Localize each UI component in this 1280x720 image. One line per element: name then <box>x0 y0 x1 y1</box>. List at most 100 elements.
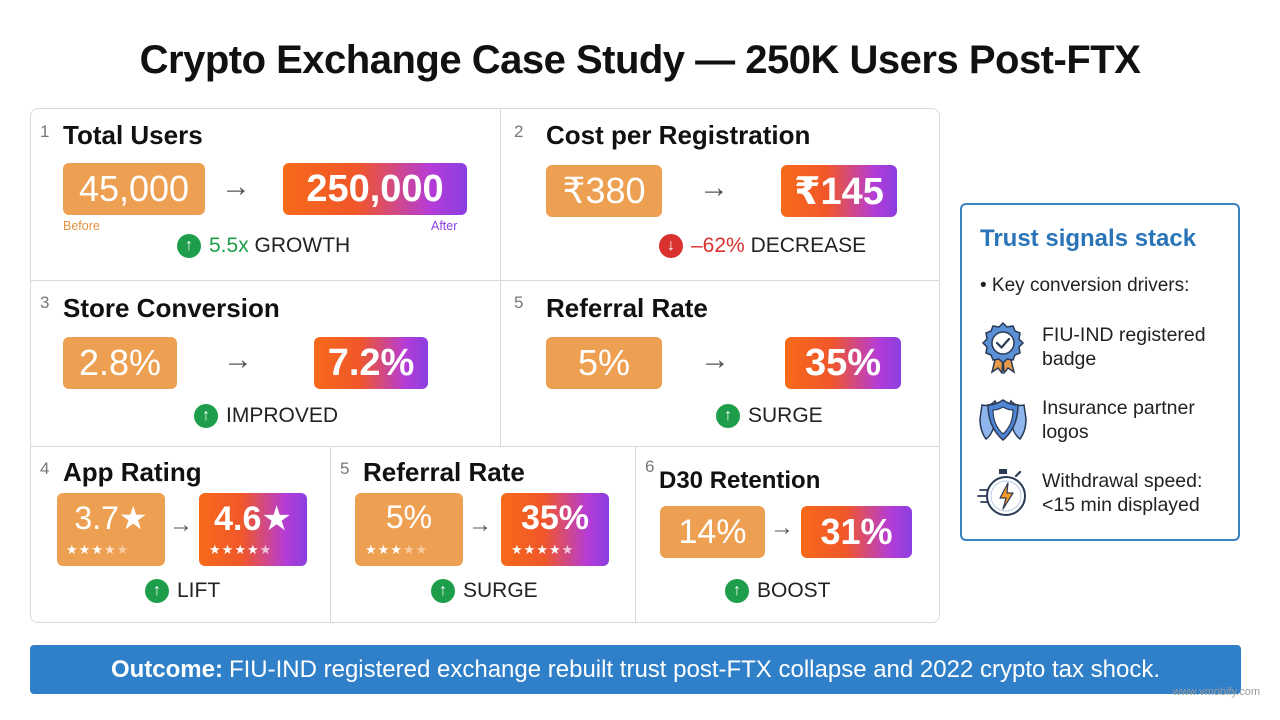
star: ★ <box>259 542 273 557</box>
before-value: 5% <box>355 493 463 566</box>
star-rating-icon: ★★★★★ <box>209 542 272 558</box>
arrow-right-icon: → <box>468 511 492 538</box>
panel-title: Trust signals stack <box>980 225 1197 252</box>
card-title: Cost per Registration <box>546 120 811 150</box>
status-badge: ↑ BOOST <box>725 579 831 603</box>
status-badge: ↑ LIFT <box>145 579 220 603</box>
card-title: D30 Retention <box>659 467 821 494</box>
status-value: 5.5x <box>209 234 249 257</box>
trust-item: Insurance partner logos <box>976 393 1236 447</box>
card-number: 6 <box>645 457 655 476</box>
metric-card-cost-per-registration: 2 Cost per Registration ₹380 → ₹145 ↓ –6… <box>501 109 939 280</box>
star-rating-icon: ★★★★★ <box>511 542 574 558</box>
status-text: GROWTH <box>254 234 351 257</box>
card-number: 5 <box>514 293 524 312</box>
star: ★ <box>116 542 130 557</box>
before-tag: Before <box>63 219 100 233</box>
star-rating-icon: ★★★★★ <box>66 542 129 558</box>
after-value: 250,000 <box>283 163 467 215</box>
status-text: IMPROVED <box>226 404 339 427</box>
card-title: Referral Rate <box>363 457 525 487</box>
star: ★ <box>548 542 562 557</box>
metric-card-app-rating: 4 App Rating 3.7★ ★★★★★ → 4.6★ ★★★★★ ↑ L… <box>31 447 330 623</box>
star: ★ <box>511 542 524 557</box>
status-badge: ↑ SURGE <box>716 404 823 428</box>
arrow-right-icon: → <box>221 170 251 203</box>
star: ★ <box>103 542 117 557</box>
card-number: 5 <box>340 459 350 478</box>
after-value: 35% <box>501 493 609 566</box>
status-badge: ↑ 5.5x GROWTH <box>177 234 350 258</box>
star: ★ <box>221 542 235 557</box>
card-number: 3 <box>40 293 50 312</box>
before-value: ₹380 <box>546 165 662 217</box>
star: ★ <box>390 542 403 557</box>
status-value: –62% <box>691 234 745 257</box>
metric-card-referral-rate-stars: 5 Referral Rate 5% ★★★★★ → 35% ★★★★★ ↑ S… <box>331 447 635 623</box>
status-text: LIFT <box>177 579 221 602</box>
star: ★ <box>523 542 537 557</box>
metrics-grid: 1 Total Users 45,000 → 250,000 Before Af… <box>30 108 940 623</box>
metric-card-referral-rate: 5 Referral Rate 5% → 35% ↑ SURGE <box>501 281 939 446</box>
arrow-up-icon: ↑ <box>725 579 749 603</box>
status-badge: ↑ SURGE <box>431 579 538 603</box>
shield-icon <box>979 399 1027 441</box>
before-value: 2.8% <box>63 337 177 389</box>
status-text: BOOST <box>757 579 831 602</box>
outcome-text: FIU-IND registered exchange rebuilt trus… <box>228 655 1161 683</box>
arrow-right-icon: → <box>700 343 730 376</box>
outcome-banner: Outcome: FIU-IND registered exchange reb… <box>30 645 1241 694</box>
star: ★ <box>234 542 247 557</box>
panel-bullet: • Key conversion drivers: <box>980 275 1190 296</box>
star: ★ <box>91 542 104 557</box>
star: ★ <box>78 542 92 557</box>
status-text: SURGE <box>463 579 538 602</box>
star: ★ <box>402 542 416 557</box>
arrow-up-icon: ↑ <box>716 404 740 428</box>
card-number: 2 <box>514 122 524 141</box>
after-value: 31% <box>801 506 912 558</box>
after-value: ₹145 <box>781 165 897 217</box>
arrow-up-icon: ↑ <box>194 404 218 428</box>
star: ★ <box>377 542 391 557</box>
status-text: DECREASE <box>750 234 867 257</box>
star-rating-icon: ★★★★★ <box>365 542 428 558</box>
stopwatch-icon <box>977 469 1026 516</box>
trust-item-text: FIU-IND registered badge <box>1042 324 1206 370</box>
after-value: 7.2% <box>314 337 428 389</box>
star: ★ <box>66 542 79 557</box>
after-tag: After <box>431 219 458 233</box>
card-title: Store Conversion <box>63 293 280 323</box>
badge-icon <box>981 321 1025 374</box>
star: ★ <box>365 542 378 557</box>
arrow-right-icon: → <box>770 514 794 541</box>
watermark: www.vmobify.com <box>1172 686 1260 698</box>
arrow-right-icon: → <box>223 343 253 376</box>
trust-item: FIU-IND registered badge <box>976 320 1236 374</box>
star: ★ <box>415 542 429 557</box>
after-value: 35% <box>785 337 901 389</box>
card-number: 4 <box>40 459 50 478</box>
arrow-up-icon: ↑ <box>177 234 201 258</box>
card-number: 1 <box>40 122 50 141</box>
trust-signals-panel: Trust signals stack • Key conversion dri… <box>960 203 1240 541</box>
after-value: 4.6★ <box>199 493 307 566</box>
before-value: 14% <box>660 506 765 558</box>
before-value: 3.7★ <box>57 493 165 566</box>
card-title: Total Users <box>63 120 203 150</box>
card-title: App Rating <box>63 457 202 487</box>
card-title: Referral Rate <box>546 293 708 323</box>
trust-item-text: Insurance partner logos <box>1042 397 1195 443</box>
status-text: SURGE <box>748 404 823 427</box>
star: ★ <box>536 542 549 557</box>
arrow-right-icon: → <box>699 171 729 204</box>
before-value: 45,000 <box>63 163 205 215</box>
star: ★ <box>246 542 260 557</box>
arrow-down-icon: ↓ <box>659 234 683 258</box>
status-badge: ↑ IMPROVED <box>194 404 338 428</box>
before-value: 5% <box>546 337 662 389</box>
arrow-right-icon: → <box>169 511 193 538</box>
star: ★ <box>561 542 575 557</box>
page-title: Crypto Exchange Case Study — 250K Users … <box>139 38 1141 82</box>
arrow-up-icon: ↑ <box>145 579 169 603</box>
